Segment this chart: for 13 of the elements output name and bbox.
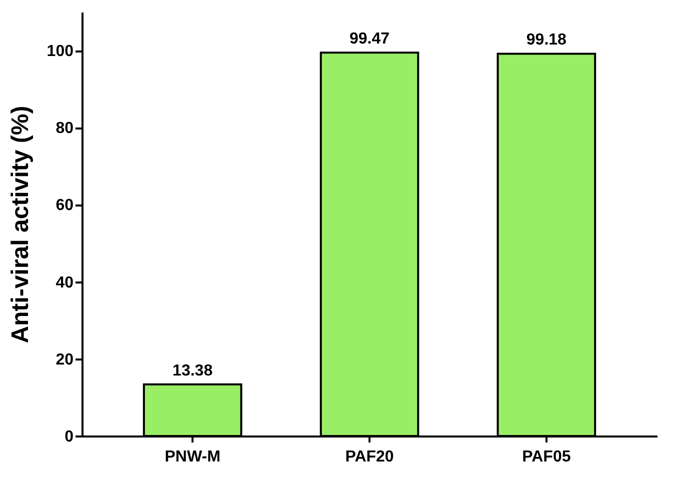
y-tick-label: 40 bbox=[56, 274, 74, 292]
y-tick-label: 20 bbox=[56, 351, 74, 368]
x-tick-label: PAF20 bbox=[345, 448, 394, 466]
x-tick-label: PNW-M bbox=[164, 448, 220, 466]
data-label: 13.38 bbox=[172, 362, 213, 380]
y-axis-title: Anti-viral activity (%) bbox=[6, 106, 34, 344]
y-tick-label: 80 bbox=[56, 120, 74, 138]
y-tick-label: 60 bbox=[56, 197, 74, 214]
data-label: 99.47 bbox=[349, 30, 390, 48]
x-tick-label: PAF05 bbox=[522, 448, 571, 466]
y-tick-label: 100 bbox=[46, 43, 74, 60]
y-tick-label: 0 bbox=[64, 428, 74, 446]
data-label: 99.18 bbox=[526, 32, 567, 49]
